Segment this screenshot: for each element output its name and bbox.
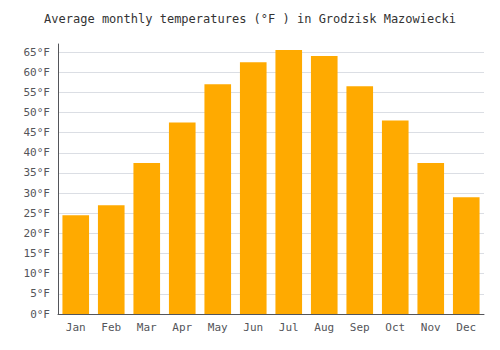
svg-text:Feb: Feb <box>101 321 121 334</box>
svg-text:Nov: Nov <box>421 321 441 334</box>
svg-text:5°F: 5°F <box>30 287 50 300</box>
svg-text:Apr: Apr <box>172 321 192 334</box>
svg-text:Dec: Dec <box>456 321 476 334</box>
svg-text:60°F: 60°F <box>24 66 51 79</box>
svg-text:Aug: Aug <box>314 321 334 334</box>
svg-text:Jan: Jan <box>66 321 86 334</box>
svg-text:10°F: 10°F <box>24 267 51 280</box>
svg-text:Mar: Mar <box>137 321 157 334</box>
svg-text:20°F: 20°F <box>24 227 51 240</box>
svg-text:15°F: 15°F <box>24 247 51 260</box>
svg-text:55°F: 55°F <box>24 86 51 99</box>
svg-text:30°F: 30°F <box>24 187 51 200</box>
svg-text:May: May <box>208 321 228 334</box>
svg-text:Jun: Jun <box>243 321 263 334</box>
svg-text:0°F: 0°F <box>30 308 50 321</box>
svg-text:40°F: 40°F <box>24 146 51 159</box>
svg-text:50°F: 50°F <box>24 106 51 119</box>
svg-text:25°F: 25°F <box>24 207 51 220</box>
svg-text:35°F: 35°F <box>24 166 51 179</box>
svg-text:65°F: 65°F <box>24 46 51 59</box>
svg-text:Sep: Sep <box>350 321 370 334</box>
svg-text:Oct: Oct <box>385 321 405 334</box>
svg-text:45°F: 45°F <box>24 126 51 139</box>
svg-text:Average monthly temperatures (: Average monthly temperatures (°F ) in Gr… <box>44 12 456 26</box>
svg-text:Jul: Jul <box>279 321 299 334</box>
